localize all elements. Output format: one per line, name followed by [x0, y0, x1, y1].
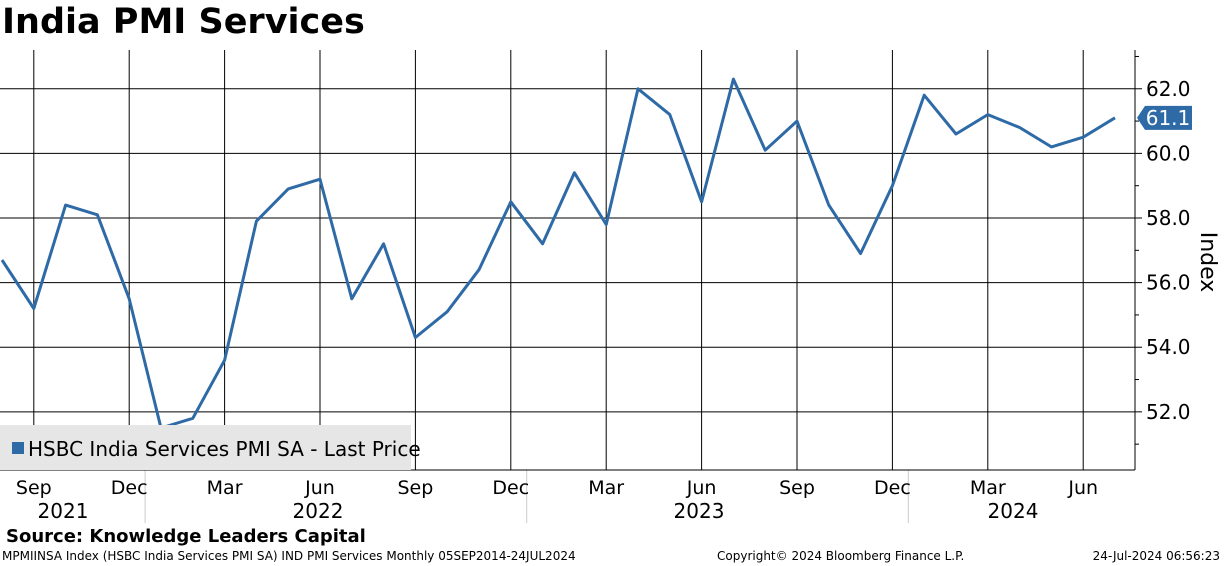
- x-month-label: Mar: [588, 477, 624, 499]
- last-value-badge: [1137, 105, 1192, 130]
- x-year-label: 2024: [988, 499, 1039, 523]
- x-month-label: Sep: [779, 477, 815, 499]
- legend-label: HSBC India Services PMI SA - Last Price: [28, 437, 421, 461]
- y-axis-label: Index: [1195, 232, 1220, 293]
- y-tick-label: 58.0: [1146, 206, 1191, 230]
- legend-swatch: [12, 442, 24, 454]
- y-tick-label: 56.0: [1146, 271, 1191, 295]
- grid-lines: [0, 50, 1135, 470]
- x-month-label: Dec: [492, 477, 529, 499]
- y-tick-label: 54.0: [1146, 335, 1191, 359]
- last-value-text: 61.1: [1146, 106, 1191, 130]
- y-tick-labels: 52.0 54.0 56.0 58.0 60.0 62.0: [1146, 77, 1191, 424]
- last-value-label: 61.1: [1137, 105, 1192, 130]
- footer-timestamp: 24-Jul-2024 06:56:23: [1092, 549, 1220, 563]
- x-month-label: Jun: [1067, 477, 1098, 499]
- x-month-label: Sep: [16, 477, 52, 499]
- y-tick-label: 60.0: [1146, 141, 1191, 165]
- legend: [0, 425, 411, 470]
- x-month-label: Dec: [111, 477, 148, 499]
- series-layer: [0, 77, 1116, 430]
- y-tick-label: 52.0: [1146, 400, 1191, 424]
- x-month-label: Sep: [397, 477, 433, 499]
- x-month-label: Mar: [207, 477, 243, 499]
- chart-title: India PMI Services: [2, 2, 365, 42]
- axes: [0, 50, 1142, 523]
- x-month-label: Jun: [304, 477, 335, 499]
- x-month-label: Dec: [874, 477, 911, 499]
- x-tick-labels: Sep Dec Mar Jun Sep Dec Mar Jun Sep Dec Mar Jun 2021…: [16, 477, 1098, 523]
- x-month-label: Mar: [970, 477, 1006, 499]
- x-month-label: Jun: [686, 477, 717, 499]
- source-note: Source: Knowledge Leaders Capital: [6, 526, 366, 547]
- x-year-label: 2023: [674, 499, 725, 523]
- x-year-label: 2022: [293, 499, 344, 523]
- footer-ticker: MPMIINSA Index (HSBC India Services PMI …: [2, 549, 576, 563]
- y-tick-label: 62.0: [1146, 77, 1191, 101]
- series-line: [0, 77, 1116, 430]
- x-year-label: 2021: [38, 499, 89, 523]
- footer-copyright: Copyright© 2024 Bloomberg Finance L.P.: [717, 549, 965, 563]
